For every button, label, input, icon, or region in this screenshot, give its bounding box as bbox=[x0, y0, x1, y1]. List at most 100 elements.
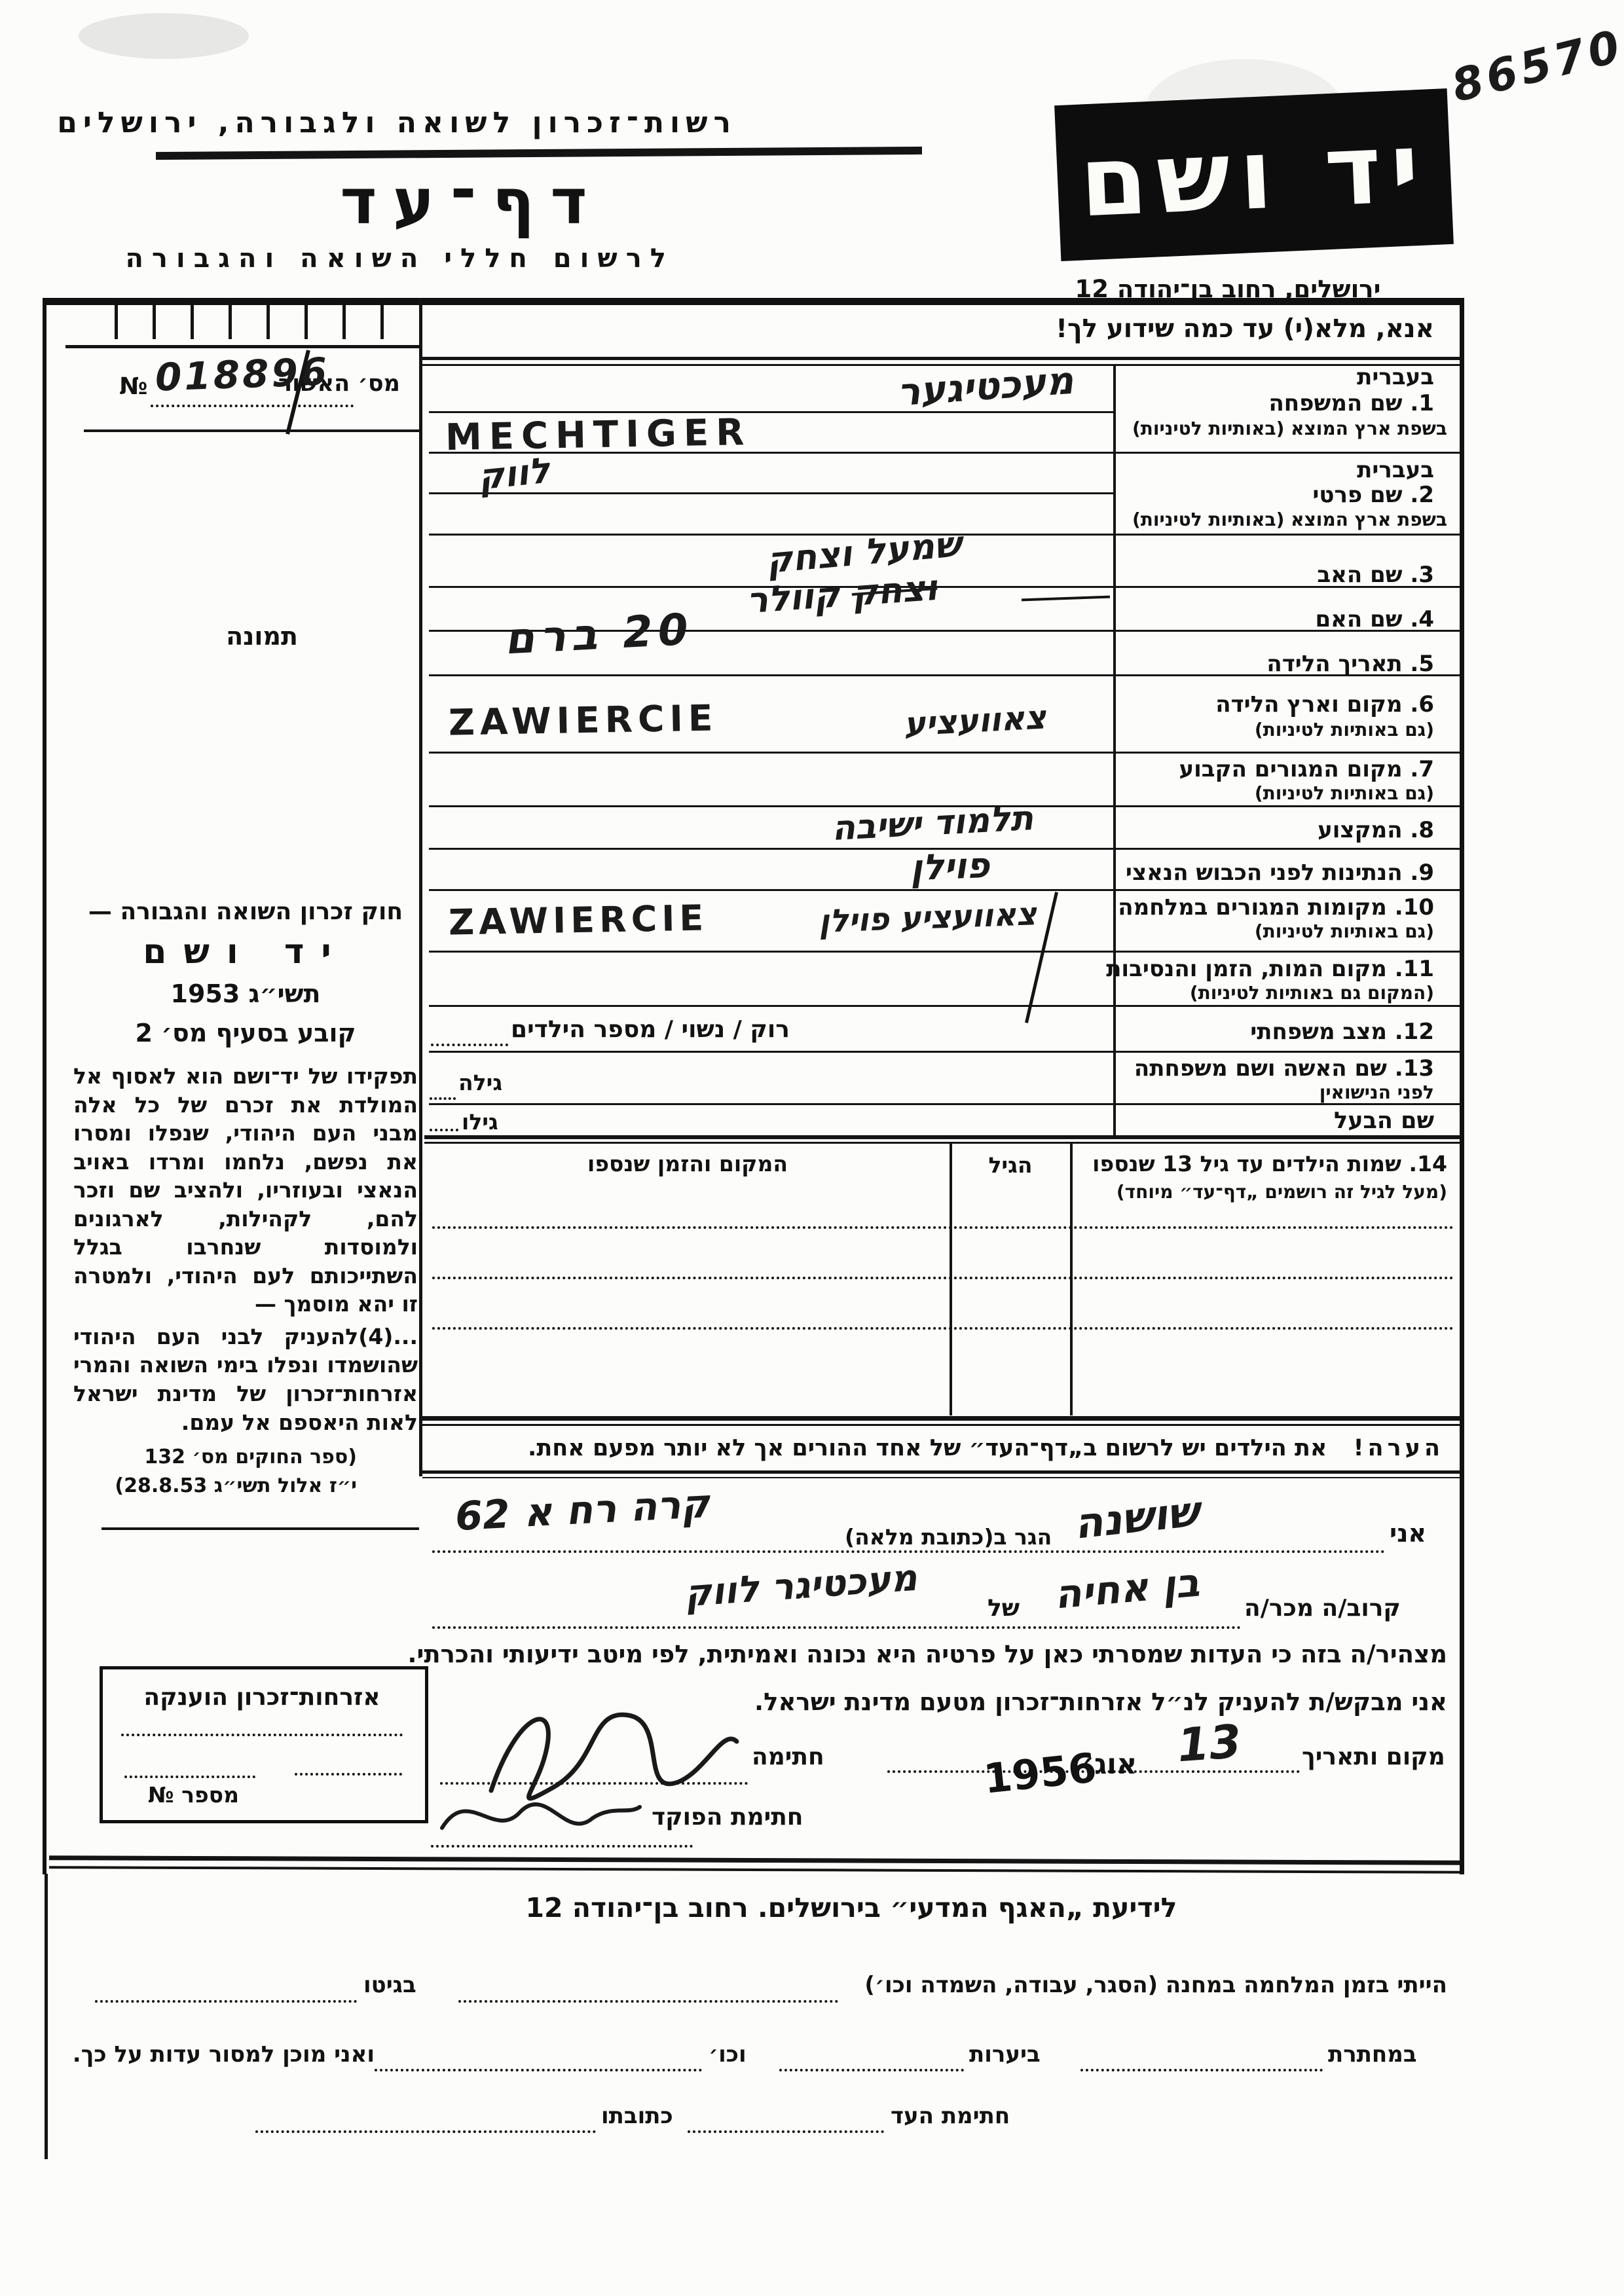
instruction-line: אנא, מלא(י) עד כמה שידוע לך! bbox=[1056, 314, 1434, 344]
children-row-line bbox=[432, 1327, 1454, 1330]
bottom-etc-label: וכו׳ bbox=[709, 2041, 747, 2068]
field-13-label: 13. שם האשה ושם משפחתה bbox=[1134, 1055, 1434, 1082]
row-separator bbox=[429, 1051, 1460, 1053]
value-line-1-hebrew bbox=[429, 411, 1113, 413]
dotted-rule bbox=[124, 1776, 255, 1778]
authority-line: רשות־זכרון לשואה ולגבורה, ירושלים bbox=[57, 106, 737, 139]
dotted-rule bbox=[431, 1044, 508, 1046]
form-title: דף־עד bbox=[340, 165, 603, 238]
law-paragraph-1: תפקידו של יד־ושם הוא לאסוף אל המולדת את … bbox=[73, 1063, 418, 1317]
approval-number-symbol: № bbox=[119, 373, 148, 400]
children-col-place: המקום והזמן שנספו bbox=[587, 1151, 788, 1176]
field-10-value-latin: ZAWIERCIE bbox=[448, 897, 709, 943]
bottom-title: לידיעת „האגף המדעי״ בירושלים. רחוב בן־יה… bbox=[525, 1892, 1177, 1923]
field-2-label: 2. שם פרטי bbox=[1312, 482, 1434, 508]
dotted-rule bbox=[121, 1734, 403, 1736]
table-divider-age-right bbox=[1070, 1144, 1073, 1415]
rule bbox=[419, 357, 1460, 360]
row-separator bbox=[429, 630, 1460, 632]
tick-mark bbox=[342, 305, 346, 339]
decl-i-label: אני bbox=[1390, 1519, 1427, 1548]
bottom-underground-label: במחתרת bbox=[1328, 2041, 1417, 2068]
dotted-rule bbox=[688, 2130, 884, 2133]
rule bbox=[65, 345, 419, 348]
field-7-sublabel: (גם באותיות לטיניות) bbox=[1254, 782, 1434, 804]
children-header-main: 14. שמות הילדים עד גיל 13 שנספו bbox=[1092, 1151, 1447, 1176]
bottom-ghetto-label: בגיטו bbox=[363, 1972, 416, 1998]
field-2-value-hebrew: לווק bbox=[476, 449, 552, 498]
note-label: הערה! bbox=[1353, 1435, 1444, 1461]
tick-mark bbox=[267, 305, 270, 339]
bottom-testify-line: ואני מוכן למסור עדות על כך. bbox=[72, 2041, 375, 2068]
dotted-rule bbox=[458, 2000, 838, 2003]
value-line-2-hebrew bbox=[429, 492, 1113, 494]
row-separator bbox=[429, 674, 1460, 676]
yad-vashem-logo-text: יד ושם bbox=[1077, 111, 1431, 239]
rule bbox=[422, 1477, 1460, 1478]
dotted-rule bbox=[887, 1770, 1300, 1773]
field-10-sublabel: (גם באותיות לטיניות) bbox=[1254, 920, 1434, 942]
scan-noise bbox=[79, 13, 249, 59]
law-section: קובע בסעיף מס׳ 2 bbox=[135, 1019, 356, 1048]
decl-place-date-label: מקום ותאריך bbox=[1302, 1743, 1445, 1770]
table-top-rule bbox=[424, 1142, 1460, 1144]
row-separator bbox=[429, 848, 1460, 850]
field-13-age-label: גילה bbox=[458, 1070, 503, 1095]
dotted-rule bbox=[431, 1845, 693, 1848]
field-1-value-latin: MECHTIGER bbox=[445, 410, 752, 460]
row-separator bbox=[429, 452, 1460, 454]
row-separator bbox=[429, 951, 1460, 953]
decl-request: אני מבקש/ת להעניק לנ״ל אזרחות־זכרון מטעם… bbox=[754, 1688, 1447, 1716]
dotted-rule bbox=[95, 2000, 357, 2003]
decl-resides-label: הגר ב(כתובת מלאה) bbox=[845, 1524, 1052, 1550]
photo-label: תמונה bbox=[226, 622, 298, 651]
field-6-value-latin: ZAWIERCIE bbox=[448, 697, 718, 744]
note-line: הערה! את הילדים יש לרשום ב„דף־העד״ של אח… bbox=[445, 1435, 1444, 1461]
citizenship-box bbox=[100, 1666, 428, 1823]
bottom-camp-line: הייתי בזמן המלחמה במחנה (הסגר, עבודה, הש… bbox=[864, 1972, 1447, 1998]
dotted-rule bbox=[151, 405, 354, 407]
row-separator bbox=[429, 805, 1460, 807]
husband-label: שם הבעל bbox=[1334, 1108, 1434, 1134]
field-11-label: 11. מקום המות, הזמן והנסיבות bbox=[1106, 956, 1434, 982]
yad-vashem-logo: יד ושם bbox=[1054, 88, 1454, 261]
field-9-label: 9. הנתינות לפני הכבוש הנאצי bbox=[1125, 860, 1434, 886]
dotted-rule bbox=[430, 1129, 458, 1131]
dotted-rule bbox=[255, 2130, 596, 2133]
row-separator bbox=[429, 534, 1460, 536]
field-12-label: 12. מצב משפחתי bbox=[1250, 1019, 1434, 1045]
field-7-label: 7. מקום המגורים הקבוע bbox=[1179, 756, 1434, 782]
law-paragraph-2: ...(4)להעניק לבני העם היהודי שהושמדו ונפ… bbox=[73, 1323, 418, 1435]
tick-mark bbox=[380, 305, 384, 339]
field-1-lang: בעברית bbox=[1357, 364, 1434, 390]
decl-relation-label: קרוב/ה מכר/ה bbox=[1244, 1595, 1401, 1622]
field-6-sublabel: (גם באותיות לטיניות) bbox=[1254, 719, 1434, 740]
tick-mark bbox=[115, 305, 118, 339]
citizenship-number-label: מספר № bbox=[147, 1782, 239, 1808]
field-1-sublabel: בשפת ארץ המוצא (באותיות לטיניות) bbox=[1132, 418, 1447, 439]
row-separator bbox=[429, 889, 1460, 891]
decl-statement: מצהיר/ה בזה כי העדות שמסרתי כאן על פרטיה… bbox=[407, 1640, 1447, 1668]
rule bbox=[422, 1470, 1460, 1474]
form-subtitle: לרשום חללי השואה והגבורה bbox=[125, 244, 674, 274]
field-13-sublabel: לפני הנישואין bbox=[1319, 1082, 1434, 1103]
authority-underline bbox=[155, 146, 923, 160]
decl-date-day: 13 bbox=[1175, 1714, 1244, 1773]
law-year: תשי״ג 1953 bbox=[170, 979, 321, 1008]
citizenship-box-title: אזרחות־זכרון הוענקה bbox=[143, 1684, 380, 1711]
bottom-address-label: כתובתו bbox=[601, 2103, 673, 2129]
field-10-label: 10. מקומות המגורים במלחמה bbox=[1118, 894, 1434, 920]
field-11-sublabel: (המקום גם באותיות לטיניות) bbox=[1189, 982, 1434, 1004]
bottom-left-border bbox=[45, 1874, 48, 2159]
law-paragraphs: תפקידו של יד־ושם הוא לאסוף אל המולדת את … bbox=[73, 1062, 418, 1440]
field-8-label: 8. המקצוע bbox=[1318, 817, 1434, 843]
dotted-rule bbox=[1080, 2069, 1323, 2071]
bottom-witness-sig-label: חתימת העד bbox=[891, 2103, 1010, 2129]
tick-mark bbox=[191, 305, 194, 339]
rule bbox=[419, 364, 1460, 366]
dotted-rule bbox=[295, 1773, 402, 1776]
tick-mark bbox=[153, 305, 156, 339]
field-2-sublabel: בשפת ארץ המוצא (באותיות לטיניות) bbox=[1132, 509, 1447, 530]
corner-number-handwritten: 86570 bbox=[1447, 20, 1624, 113]
